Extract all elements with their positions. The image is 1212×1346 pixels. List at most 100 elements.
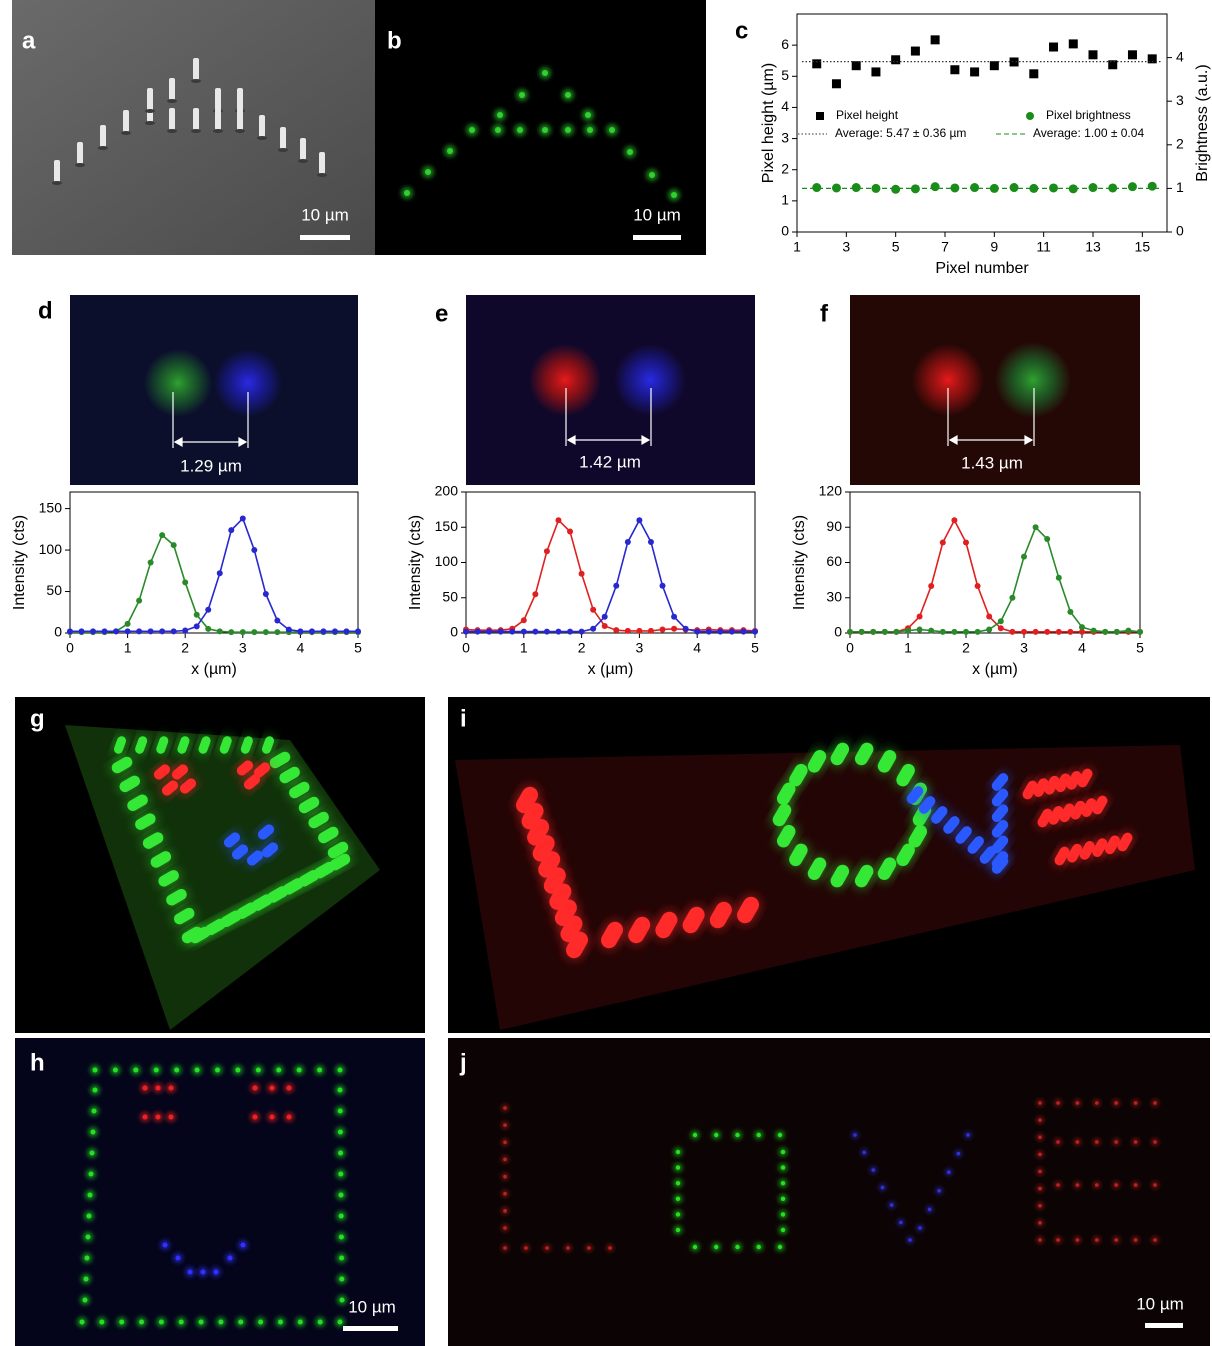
emitter xyxy=(497,112,503,118)
x-tick-label: 3 xyxy=(1020,640,1028,656)
emitter xyxy=(676,1228,680,1232)
emitter xyxy=(966,1133,970,1137)
emitter xyxy=(781,1181,785,1185)
emitter xyxy=(93,1088,98,1093)
emitter xyxy=(339,1193,344,1198)
y-axis-label: Pixel height (µm) xyxy=(760,63,777,183)
emitter xyxy=(503,1158,507,1162)
emitter xyxy=(287,1086,292,1091)
emitter xyxy=(947,1170,951,1174)
x-tick-label: 1 xyxy=(520,640,528,656)
distance-label: 1.29 µm xyxy=(180,456,242,475)
data-point xyxy=(1067,629,1073,635)
pillar xyxy=(215,108,221,130)
panel-label: f xyxy=(820,300,829,327)
series-line xyxy=(850,520,1140,632)
series-line xyxy=(70,535,358,632)
data-point xyxy=(602,623,608,629)
emitter xyxy=(757,1133,761,1137)
data-point xyxy=(636,628,642,634)
data-point xyxy=(590,626,596,632)
emitter xyxy=(235,1068,240,1073)
data-point xyxy=(891,185,900,194)
pillar xyxy=(319,152,325,174)
x-tick-label: 3 xyxy=(239,640,247,656)
emitter xyxy=(340,1298,345,1303)
pillar xyxy=(147,88,153,110)
emitter xyxy=(1134,1183,1138,1187)
data-point xyxy=(1056,575,1062,581)
x-axis-label: Pixel number xyxy=(935,260,1029,277)
emitter xyxy=(425,169,431,175)
emitter xyxy=(1038,1135,1042,1139)
emitter xyxy=(258,1320,263,1325)
emitter xyxy=(92,1109,97,1114)
data-point xyxy=(1009,629,1015,635)
emitter xyxy=(88,1193,93,1198)
emitter xyxy=(156,1086,161,1091)
y2-tick-label: 3 xyxy=(1176,92,1184,108)
emitter xyxy=(1038,1204,1042,1208)
data-point xyxy=(740,629,746,635)
emitter xyxy=(503,1246,507,1250)
emitter xyxy=(519,92,525,98)
emitter xyxy=(318,1320,323,1325)
y-tick-label: 60 xyxy=(826,553,842,569)
plot-frame xyxy=(466,492,755,633)
data-point xyxy=(102,628,108,634)
data-point xyxy=(950,65,959,74)
y-tick-label: 4 xyxy=(781,98,789,114)
data-point xyxy=(1108,60,1117,69)
emitter xyxy=(503,1226,507,1230)
emitter xyxy=(495,127,501,133)
pillar xyxy=(300,138,306,160)
emitter xyxy=(676,1165,680,1169)
y-tick-label: 150 xyxy=(39,499,63,515)
legend-label: Average: 1.00 ± 0.04 xyxy=(1033,126,1144,140)
x-tick-label: 4 xyxy=(1078,640,1086,656)
data-point xyxy=(332,628,338,634)
x-tick-label: 5 xyxy=(892,239,900,255)
emitter xyxy=(649,172,655,178)
emitter xyxy=(154,1068,159,1073)
y2-tick-label: 1 xyxy=(1176,179,1184,195)
emitter xyxy=(587,127,593,133)
pillar-shadow xyxy=(235,129,245,133)
y-axis-label: Intensity (cts) xyxy=(791,515,808,610)
data-point xyxy=(240,629,246,635)
data-point xyxy=(940,540,946,546)
emitter xyxy=(287,1115,292,1120)
data-point xyxy=(870,629,876,635)
emitter xyxy=(201,1270,206,1275)
pillar-shadow xyxy=(191,79,201,83)
emitter-spot xyxy=(995,342,1071,418)
data-point xyxy=(905,628,911,634)
data-point xyxy=(343,628,349,634)
data-point xyxy=(544,548,550,554)
emitter xyxy=(270,1086,275,1091)
data-point xyxy=(159,628,165,634)
data-point xyxy=(602,614,608,620)
x-tick-label: 11 xyxy=(1036,239,1051,255)
data-point xyxy=(1049,43,1058,52)
data-point xyxy=(251,547,257,553)
pillar-shadow xyxy=(257,136,267,140)
y2-axis-label: Brightness (a.u.) xyxy=(1194,64,1211,181)
emitter xyxy=(99,1320,104,1325)
data-point xyxy=(171,628,177,634)
pillar-shadow xyxy=(145,109,155,113)
emitter xyxy=(503,1123,507,1127)
data-point xyxy=(205,607,211,613)
emitter xyxy=(781,1150,785,1154)
emitter xyxy=(215,1068,220,1073)
pillar xyxy=(169,78,175,100)
emitter-spot xyxy=(529,344,601,416)
data-point xyxy=(171,542,177,548)
emitter xyxy=(169,1115,174,1120)
data-point xyxy=(355,628,361,634)
emitter xyxy=(214,1270,219,1275)
distance-label: 1.43 µm xyxy=(961,453,1023,472)
y-tick-label: 120 xyxy=(819,483,843,499)
emitter xyxy=(84,1277,89,1282)
data-point xyxy=(911,47,920,56)
